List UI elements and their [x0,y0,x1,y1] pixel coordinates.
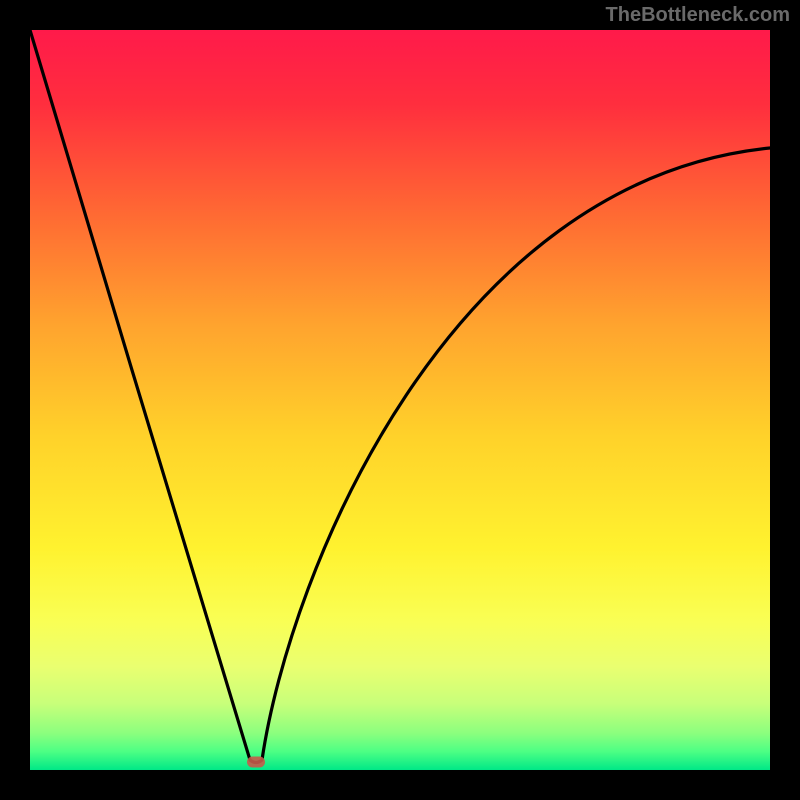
watermark-text: TheBottleneck.com [606,4,790,27]
optimal-point-marker [247,757,265,768]
chart-root: TheBottleneck.com [0,0,800,800]
bottleneck-curve [30,30,770,763]
curve-layer [30,30,770,770]
plot-area [30,30,770,770]
